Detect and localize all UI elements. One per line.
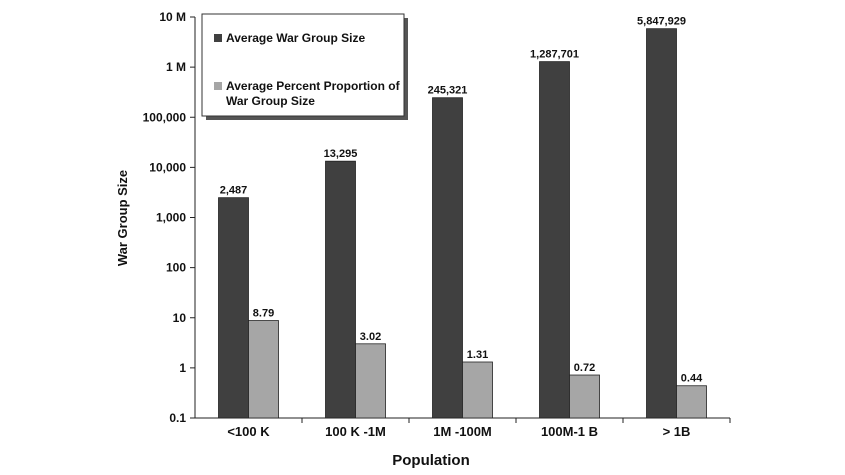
bar-war-group-size <box>325 160 356 419</box>
bar-percent-proportion <box>355 343 386 419</box>
bar-war-group-size <box>539 61 570 419</box>
x-axis-title: Population <box>392 452 470 469</box>
data-label: 8.79 <box>253 308 274 320</box>
y-tick-label: 10 M <box>159 10 186 24</box>
legend: Average War Group Size Average Percent Pr… <box>201 13 408 120</box>
y-tick-label: 1,000 <box>156 211 186 225</box>
x-category-label: 100 K -1M <box>325 424 386 439</box>
y-tick-label: 10,000 <box>149 160 186 174</box>
bar-percent-proportion <box>248 320 279 419</box>
y-tick-label: 1 <box>179 361 186 375</box>
data-label: 13,295 <box>324 148 358 160</box>
bar-war-group-size <box>646 28 677 419</box>
x-category-label: > 1B <box>663 424 691 439</box>
legend-label: Average Percent Proportion of War Group S… <box>226 79 401 108</box>
y-axis-title: War Group Size <box>115 170 130 266</box>
x-category-label: 100M-1 B <box>541 424 598 439</box>
bar-war-group-size <box>218 197 249 419</box>
legend-swatch-war-group-size <box>214 34 222 42</box>
x-category-label: <100 K <box>227 424 270 439</box>
bar-percent-proportion <box>569 374 600 419</box>
bar-percent-proportion <box>676 385 707 419</box>
data-label: 0.44 <box>681 373 703 385</box>
data-label: 1.31 <box>467 349 488 361</box>
data-label: 1,287,701 <box>530 49 579 61</box>
y-tick-label: 10 <box>173 311 187 325</box>
y-tick-label: 0.1 <box>169 411 186 425</box>
plot-area: 10 M 1 M 100,000 10,000 1,000 100 10 1 0.1 2,487 8… <box>143 10 731 439</box>
bar-percent-proportion <box>462 361 493 419</box>
data-label: 0.72 <box>574 362 595 374</box>
legend-swatch-percent-proportion <box>214 82 222 90</box>
y-tick-label: 100 <box>166 261 186 275</box>
data-label: 3.02 <box>360 331 381 343</box>
bar-war-group-size <box>432 97 463 419</box>
x-category-label: 1M -100M <box>433 424 492 439</box>
data-label: 5,847,929 <box>637 16 686 28</box>
legend-label: Average War Group Size <box>226 31 365 45</box>
data-label: 2,487 <box>220 185 248 197</box>
y-tick-label: 1 M <box>166 60 186 74</box>
y-tick-label: 100,000 <box>143 110 187 124</box>
legend-box <box>201 13 405 117</box>
data-label: 245,321 <box>428 85 468 97</box>
